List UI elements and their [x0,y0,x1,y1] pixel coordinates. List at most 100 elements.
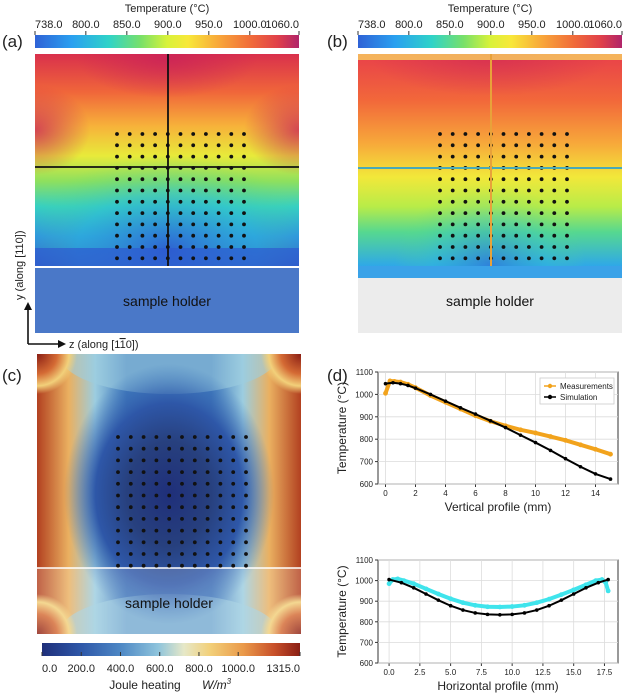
measurement-point [180,517,184,521]
measurement-point [218,435,223,439]
measurement-point [216,154,221,159]
measurement-point [205,435,210,439]
measurement-point [180,540,184,545]
measurement-point [180,563,184,568]
measurement-point [514,177,519,182]
measurement-point [216,132,221,136]
measurement-point [167,540,172,545]
measurement-point [205,458,210,463]
data-point [563,437,568,443]
measurement-point [527,177,531,182]
measurement-point [218,481,223,486]
measurement-point [229,177,234,182]
measurement-point [231,446,236,451]
axes-arrows: y (along [110]) z (along [110]) [14,230,139,351]
measurement-point [191,199,196,204]
colorbar-tick-label: 850.0 [113,19,141,31]
data-point [578,442,583,448]
measurement-point [153,199,158,204]
x-tick-label: 0.0 [384,668,396,677]
measurement-point [539,177,544,182]
data-point [548,448,553,453]
measurement-point [140,233,145,238]
measurement-point [140,256,145,261]
measurement-point [192,517,197,521]
measurement-point [565,177,569,182]
temperature-colorbar-a: Temperature (°C) 738.0 800.0 850.0 900.0 950… [34,3,300,48]
measurement-point [127,222,132,227]
measurement-point [450,233,455,238]
measurement-point [539,188,544,193]
measurement-point [204,222,208,227]
data-point [472,602,478,608]
measurement-point [140,188,145,193]
measurement-point [450,132,455,136]
data-point [398,381,403,386]
measurement-point [476,132,480,136]
data-point [391,380,395,385]
y-tick-label: 700 [360,638,374,647]
measurement-point [244,528,248,533]
measurement-point [116,481,120,486]
right-arrow-icon [58,340,66,348]
measurement-point [153,256,158,261]
measurement-point [191,143,196,148]
measurement-point [231,493,236,498]
measurement-point [115,132,119,136]
measurement-point [115,245,119,249]
measurement-point [476,199,480,204]
data-point [460,600,466,606]
data-point [411,581,417,587]
data-point [534,600,540,606]
measurement-point [527,143,531,148]
data-point [443,399,448,403]
joule-colorbar-ticks: 0.0 200.0 400.0 600.0 800.0 1000.0 1315.0 [41,652,301,675]
measurement-point [140,211,145,216]
measurement-point [116,517,120,521]
measurement-point [463,199,468,204]
measurement-point [204,211,208,216]
measurement-point [180,552,184,556]
x-tick-label: 2.5 [414,668,426,677]
measurement-point [115,233,119,238]
measurement-point [450,143,455,148]
measurement-point [438,233,442,238]
measurement-point [244,505,248,510]
measurement-point [180,470,184,474]
data-point [423,586,429,592]
measurement-point [192,446,197,451]
sample-holder-label-c: sample holder [125,595,213,611]
measurement-point [438,177,442,182]
measurement-point [244,435,248,439]
data-point [608,477,613,481]
measurement-point [141,458,146,463]
data-point [473,412,478,416]
sample-holder-b [358,278,622,333]
measurement-point [167,563,172,568]
panel-label-a: (a) [2,32,23,51]
measurement-point [501,143,506,148]
sample-holder-label-a: sample holder [123,293,211,309]
panel-label-d: (d) [327,366,348,385]
measurement-point [231,552,236,556]
measurement-point [450,256,455,261]
measurement-point [178,222,183,227]
x-tick-label: 4 [443,489,448,498]
measurement-point [205,563,210,568]
measurement-point [154,540,159,545]
measurement-point [128,493,133,498]
measurement-point [115,177,119,182]
colorbar-tick-label: 950.0 [518,19,546,31]
x-axis-label: Vertical profile (mm) [445,500,552,514]
measurement-point [450,188,455,193]
measurement-point [178,188,183,193]
measurement-point [127,233,132,238]
measurement-point [438,199,442,204]
measurement-point [527,222,531,227]
x-tick-label: 10.0 [504,668,520,677]
measurement-point [539,256,544,261]
y-tick-label: 600 [360,659,374,668]
data-point [485,612,490,617]
measurement-point [501,199,506,204]
measurement-point [501,211,506,216]
